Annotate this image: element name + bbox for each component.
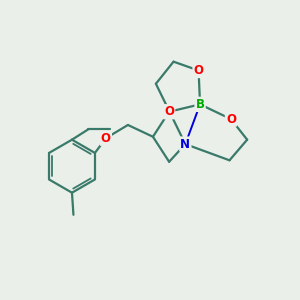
Text: O: O xyxy=(194,64,204,77)
Text: N: N xyxy=(180,138,190,151)
Text: O: O xyxy=(164,105,174,118)
Text: B: B xyxy=(196,98,205,111)
Text: O: O xyxy=(101,132,111,145)
Text: O: O xyxy=(226,112,236,126)
